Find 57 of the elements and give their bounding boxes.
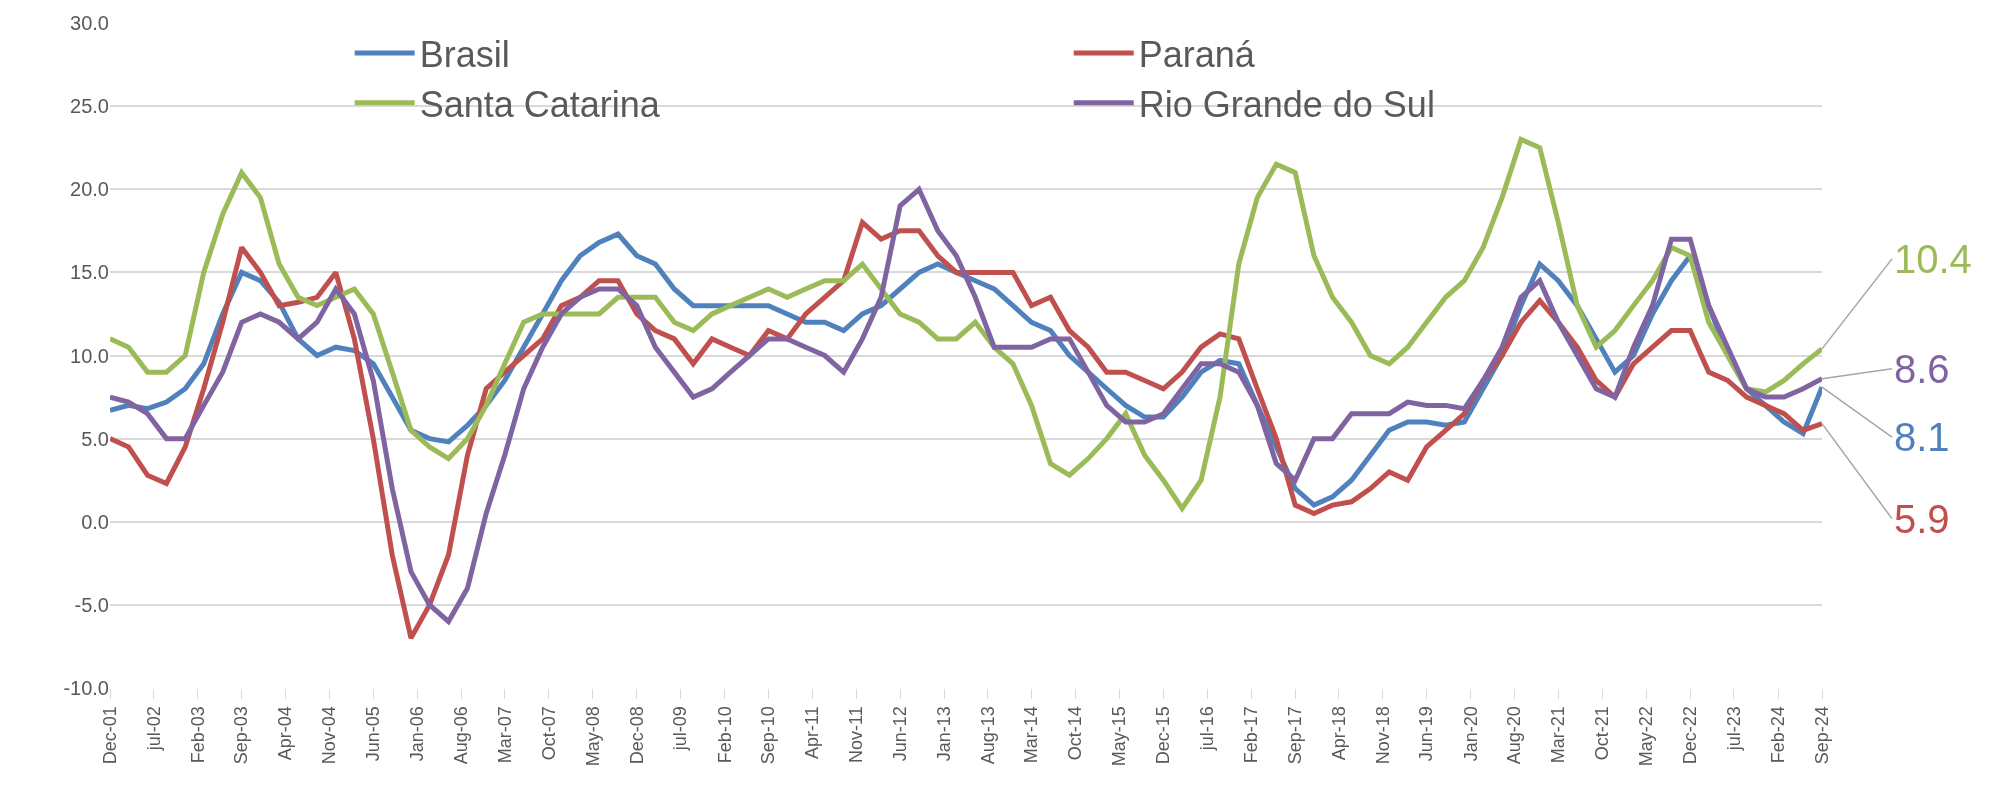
x-tick-label: Dec-15 — [1153, 706, 1174, 765]
x-tick-label: Jun-12 — [889, 706, 910, 762]
x-tick-label: Dec-01 — [99, 706, 120, 765]
y-tick-label: -10.0 — [63, 677, 109, 699]
y-tick-label: -5.0 — [74, 593, 109, 616]
x-tick-label: Aug-06 — [450, 706, 471, 765]
y-tick-label: 5.0 — [81, 427, 109, 450]
x-tick-label: Sep-24 — [1811, 706, 1832, 765]
legend-label: Paraná — [1138, 33, 1256, 75]
x-tick-label: jul-09 — [670, 706, 691, 752]
x-tick-label: Sep-03 — [231, 706, 252, 765]
x-tick-label: Feb-17 — [1241, 706, 1262, 764]
y-tick-label: 0.0 — [81, 510, 109, 533]
x-tick-label: Dec-08 — [626, 706, 647, 765]
annotation: 5.9 — [1894, 497, 1950, 541]
x-tick-label: Aug-13 — [977, 706, 998, 765]
x-tick-label: Mar-21 — [1548, 706, 1569, 764]
annotation: 10.4 — [1894, 237, 1972, 281]
x-tick-label: Sep-10 — [758, 706, 779, 765]
legend-label: Santa Catarina — [419, 83, 661, 125]
y-tick-label: 25.0 — [70, 95, 109, 118]
x-tick-label: Oct-21 — [1592, 706, 1613, 761]
x-tick-label: jul-02 — [143, 706, 164, 752]
y-tick-label: 20.0 — [70, 178, 109, 201]
x-tick-label: Jan-20 — [1460, 706, 1481, 762]
x-tick-label: Feb-10 — [714, 706, 735, 764]
x-tick-label: Feb-24 — [1767, 706, 1788, 764]
x-tick-label: Dec-22 — [1680, 706, 1700, 765]
x-tick-label: Oct-07 — [538, 706, 559, 761]
y-tick-label: 15.0 — [70, 261, 109, 284]
y-tick-label: 30.0 — [70, 12, 109, 34]
x-tick-label: Jun-05 — [363, 706, 384, 762]
x-tick-label: Jun-19 — [1416, 706, 1437, 762]
x-tick-label: May-22 — [1635, 706, 1656, 767]
x-tick-label: Apr-18 — [1328, 706, 1349, 761]
x-tick-label: jul-16 — [1197, 706, 1218, 752]
x-tick-label: Nov-04 — [319, 706, 340, 765]
x-tick-label: Mar-07 — [494, 706, 515, 764]
annotation: 8.1 — [1894, 415, 1950, 459]
x-tick-label: Jan-06 — [407, 706, 428, 762]
x-tick-label: Oct-14 — [1065, 706, 1086, 761]
x-tick-label: Feb-03 — [187, 706, 208, 764]
x-tick-label: Apr-11 — [801, 706, 822, 759]
x-tick-label: Sep-17 — [1285, 706, 1306, 765]
x-tick-label: Nov-18 — [1372, 706, 1393, 765]
x-tick-label: May-15 — [1109, 706, 1130, 767]
x-tick-label: jul-23 — [1723, 706, 1744, 752]
x-tick-label: Nov-11 — [846, 706, 867, 763]
y-tick-label: 10.0 — [70, 344, 109, 367]
x-tick-label: Apr-04 — [275, 706, 296, 761]
x-tick-label: Mar-14 — [1021, 706, 1042, 764]
annotation: 8.6 — [1894, 347, 1950, 391]
x-tick-label: Aug-20 — [1504, 706, 1525, 765]
x-tick-label: May-08 — [582, 706, 603, 767]
legend-label: Rio Grande do Sul — [1138, 83, 1435, 125]
legend-label: Brasil — [419, 33, 510, 75]
x-tick-label: Jan-13 — [934, 706, 955, 762]
